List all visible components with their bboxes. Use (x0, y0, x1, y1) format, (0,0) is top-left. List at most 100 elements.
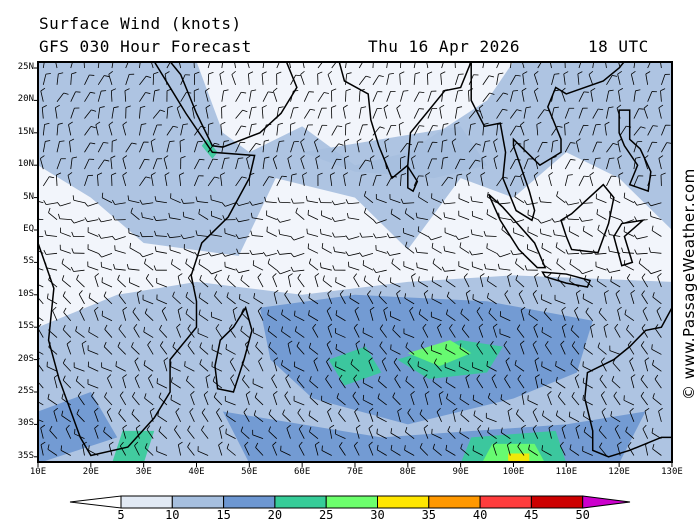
wind-barb (142, 299, 154, 305)
wind-barb-flag (172, 291, 175, 297)
wind-barb-flag (547, 391, 552, 395)
wind-barb-flag (477, 424, 482, 430)
wind-barb-flag (201, 408, 206, 413)
wind-barb (537, 109, 545, 119)
wind-barb (459, 348, 470, 355)
wind-barb-flag (534, 87, 539, 92)
wind-barb (652, 448, 662, 456)
wind-barb (444, 269, 456, 272)
wind-barb-flag (617, 54, 621, 57)
wind-barb-flag (629, 357, 634, 362)
wind-barb-flag (216, 408, 220, 413)
wind-barb-flag (476, 374, 481, 380)
wind-barb (396, 293, 401, 305)
wind-barb-flag (630, 289, 635, 294)
wind-barb (537, 142, 543, 153)
wind-barb-flag (372, 219, 377, 224)
wind-barb (633, 141, 638, 153)
wind-barb-flag (394, 374, 399, 379)
wind-barb-flag (71, 72, 77, 75)
wind-barb-flag (98, 217, 102, 223)
wind-barb (551, 107, 555, 119)
wind-barb (392, 396, 401, 406)
wind-barb-flag (472, 445, 474, 451)
wind-barb-flag (626, 125, 632, 128)
wind-barb-flag (127, 195, 130, 201)
wind-barb (117, 346, 126, 355)
wind-barb (493, 158, 497, 170)
wind-barb (268, 346, 278, 355)
wind-barb (198, 263, 209, 271)
wind-barb (527, 399, 538, 406)
wind-barb (643, 108, 649, 119)
wind-barb-flag (396, 289, 401, 294)
wind-barb (235, 176, 243, 187)
wind-barb-flag (626, 273, 631, 279)
wind-barb (170, 366, 181, 372)
wind-barb-flag (592, 249, 596, 255)
wind-barb-flag (578, 269, 583, 274)
wind-barb (176, 327, 182, 338)
wind-barb-flag (432, 443, 436, 449)
wind-barb (601, 411, 607, 422)
wind-barb (308, 314, 319, 322)
wind-barb (441, 158, 444, 170)
wind-barb (358, 159, 366, 170)
wind-barb-flag (369, 306, 375, 311)
wind-barb (115, 365, 126, 372)
wind-barb-flag (601, 407, 606, 413)
wind-barb (46, 234, 58, 237)
wind-barb (514, 196, 525, 204)
wind-barb-flag (205, 374, 211, 378)
wind-barb-flag (48, 342, 51, 348)
wind-barb-flag (436, 407, 441, 413)
wind-barb (564, 142, 571, 153)
wind-barb-flag (579, 198, 583, 204)
wind-barb (125, 74, 130, 85)
wind-barb (571, 345, 580, 355)
wind-barb (427, 142, 433, 153)
wind-barb (334, 251, 346, 254)
wind-barb-flag (496, 252, 501, 258)
wind-barb-flag (383, 104, 389, 109)
wind-barb-flag (405, 241, 408, 247)
wind-barb (60, 450, 71, 456)
wind-barb (147, 344, 154, 355)
wind-barb-flag (44, 230, 47, 236)
wind-barb (578, 159, 585, 170)
wind-barb (212, 380, 223, 389)
wind-barb (170, 399, 181, 406)
wind-barb (142, 202, 154, 205)
wind-barb (107, 377, 113, 389)
wind-barb-flag (72, 156, 78, 159)
wind-barb-flag (68, 121, 73, 125)
wind-barb-flag (610, 276, 613, 282)
colorbar-label: 50 (575, 508, 590, 522)
wind-barb (226, 296, 236, 305)
wind-barb-flag (287, 155, 293, 159)
wind-barb (117, 279, 126, 288)
wind-barbs (33, 54, 672, 456)
wind-barb-flag (525, 106, 532, 109)
lon-label: 10E (29, 467, 47, 477)
wind-barb (303, 109, 311, 119)
wind-barb-flag (33, 243, 34, 248)
wind-barb (335, 281, 346, 288)
wind-barb-flag (363, 275, 366, 281)
wind-barb-flag (451, 138, 457, 143)
wind-barb-flag (90, 91, 96, 94)
wind-barb-flag (314, 441, 320, 446)
wind-barb (459, 246, 470, 254)
wind-barb-flag (642, 424, 647, 430)
wind-barb (334, 219, 346, 222)
wind-barb (46, 267, 58, 271)
wind-barb (281, 364, 291, 372)
wind-barb-flag (553, 89, 559, 92)
wind-barb-flag (122, 306, 127, 311)
wind-barb (390, 282, 401, 288)
wind-barb-flag (215, 324, 220, 329)
wind-barb-flag (547, 273, 552, 278)
wind-barb (238, 219, 250, 223)
wind-barb-flag (457, 89, 463, 92)
wind-barb (436, 411, 442, 422)
